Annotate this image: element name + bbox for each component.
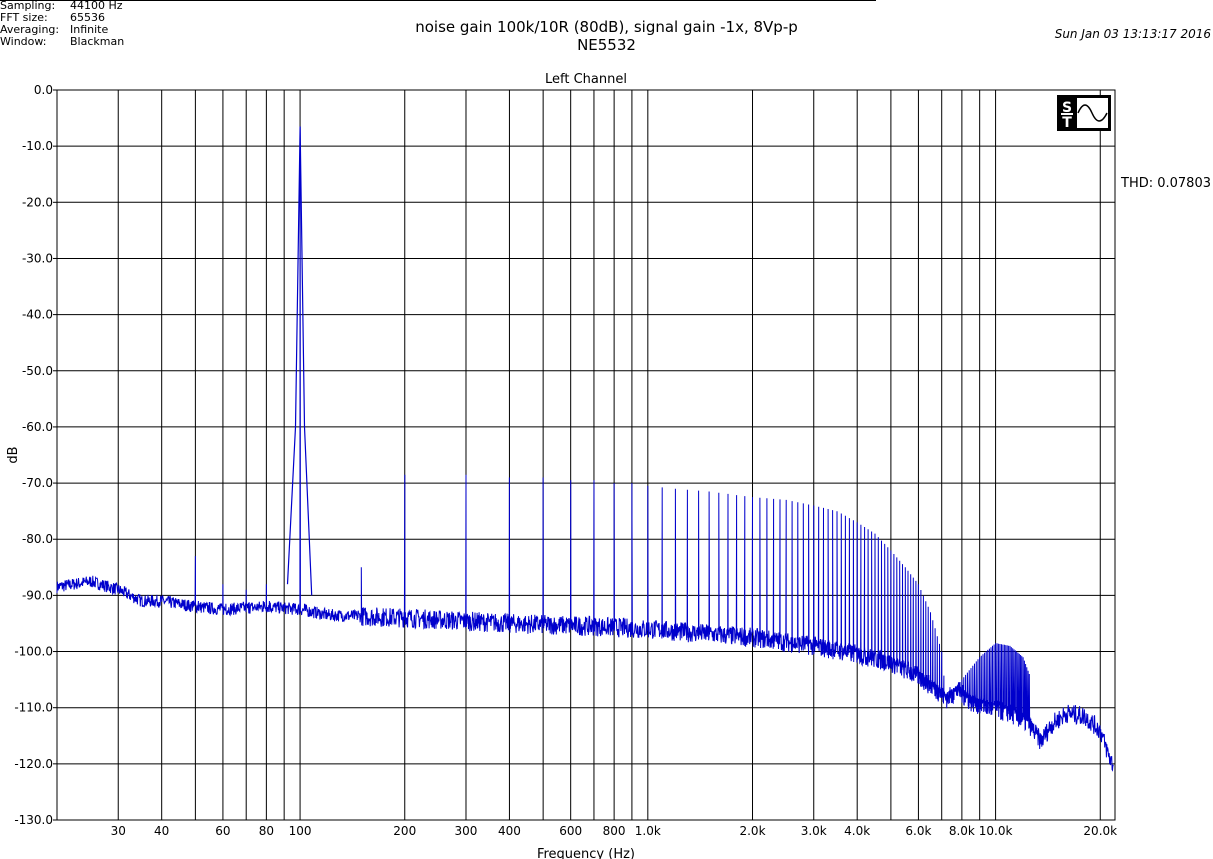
x-tick-label: 60	[215, 824, 230, 838]
x-tick-label: 8.0k	[949, 824, 975, 838]
x-tick-label: 40	[154, 824, 169, 838]
svg-text:T: T	[1062, 115, 1072, 131]
st-logo-icon: S T	[1057, 95, 1111, 131]
x-tick-label: 80	[259, 824, 274, 838]
y-tick-label: -100.0	[14, 645, 53, 659]
x-tick-label: 400	[498, 824, 521, 838]
x-tick-label: 1.0k	[635, 824, 661, 838]
x-axis-label: Frequency (Hz)	[537, 847, 635, 859]
chart-subtitle: NE5532	[577, 36, 636, 54]
meta-value: Infinite	[70, 23, 109, 36]
y-tick-label: -70.0	[22, 476, 53, 490]
x-tick-label: 800	[603, 824, 626, 838]
x-tick-label: 2.0k	[739, 824, 765, 838]
meta-label: FFT size:	[0, 11, 48, 24]
fundamental-peak	[286, 126, 313, 596]
y-tick-label: -80.0	[22, 532, 53, 546]
x-tick-label: 600	[559, 824, 582, 838]
spectrum-trace	[56, 126, 1114, 772]
y-tick-label: -50.0	[22, 364, 53, 378]
y-tick-label: -90.0	[22, 588, 53, 602]
x-tick-label: 10.0k	[979, 824, 1013, 838]
x-tick-label: 300	[455, 824, 478, 838]
y-tick-label: -130.0	[14, 813, 53, 827]
meta-value: Blackman	[70, 35, 125, 48]
x-tick-label: 20.0k	[1083, 824, 1117, 838]
y-tick-label: -20.0	[22, 195, 53, 209]
thd-readout: THD: 0.07803	[1121, 176, 1211, 191]
x-tick-label: 100	[289, 824, 312, 838]
x-tick-label: 200	[393, 824, 416, 838]
x-tick-label: 30	[111, 824, 126, 838]
meta-block: Sampling: 44100 Hz FFT size: 65536 Averaging…	[0, 0, 200, 51]
channel-label: Left Channel	[545, 72, 627, 87]
y-tick-label: -40.0	[22, 308, 53, 322]
y-axis-label: dB	[6, 446, 21, 463]
x-tick-label: 3.0k	[801, 824, 827, 838]
meta-label: Averaging:	[0, 23, 60, 36]
meta-value: 65536	[70, 11, 105, 24]
y-tick-label: -30.0	[22, 251, 53, 265]
x-tick-label: 6.0k	[905, 824, 931, 838]
top-divider	[0, 0, 876, 1]
x-tick-label: 4.0k	[844, 824, 870, 838]
plot-frame	[56, 89, 1116, 821]
y-tick-label: -10.0	[22, 139, 53, 153]
meta-label: Sampling:	[0, 0, 56, 12]
y-tick-label: -120.0	[14, 757, 53, 771]
y-tick-label: -110.0	[14, 701, 53, 715]
y-tick-label: 0.0	[34, 83, 53, 97]
meta-label: Window:	[0, 35, 47, 48]
svg-text:S: S	[1062, 100, 1072, 116]
timestamp: Sun Jan 03 13:13:17 2016	[1054, 27, 1211, 41]
meta-value: 44100 Hz	[70, 0, 123, 12]
y-tick-label: -60.0	[22, 420, 53, 434]
chart-title: noise gain 100k/10R (80dB), signal gain …	[415, 18, 798, 36]
